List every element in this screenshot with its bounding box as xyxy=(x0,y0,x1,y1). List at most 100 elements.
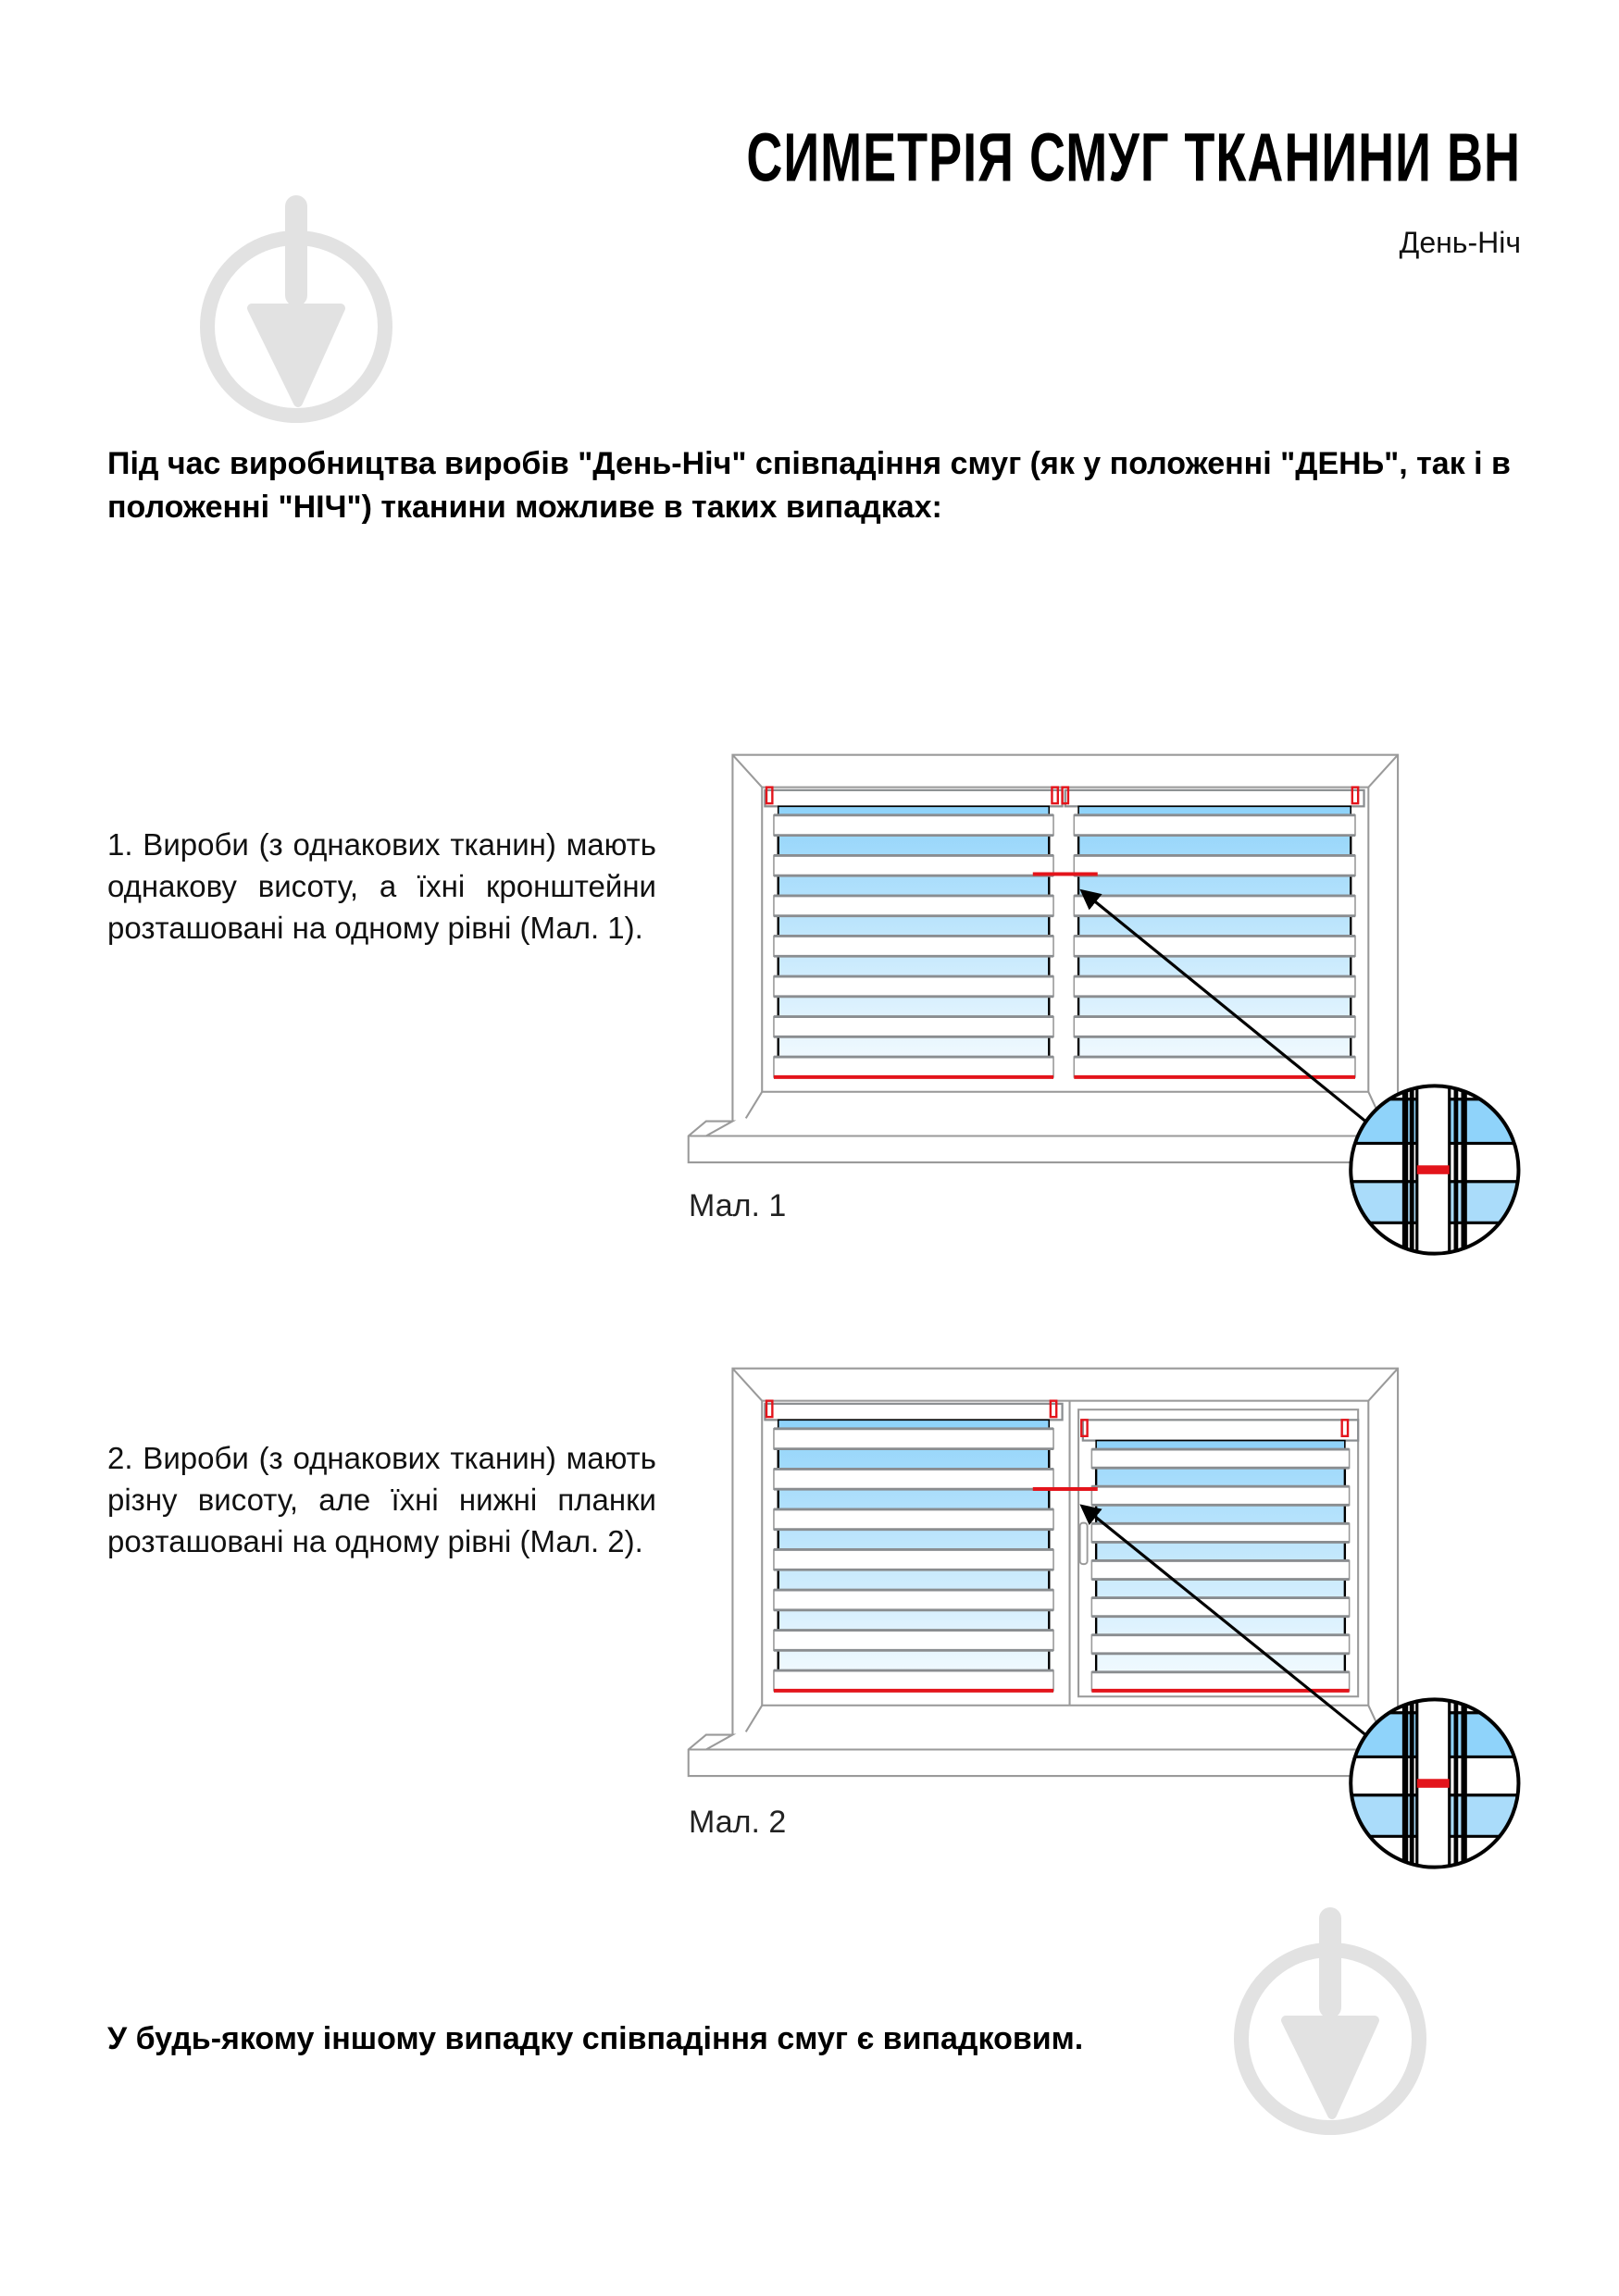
fabric-stripe-solid xyxy=(773,895,1055,917)
figure-2-caption: Мал. 2 xyxy=(689,1805,787,1840)
detail-edge xyxy=(1453,1699,1459,1868)
fabric-stripe-solid xyxy=(773,854,1055,876)
fabric-stripe-solid xyxy=(1090,1448,1351,1469)
closing-note: У будь-якому іншому випадку співпадіння … xyxy=(107,2021,1084,2056)
fabric-stripe-sheer xyxy=(778,1489,1050,1509)
fabric-stripe-sheer xyxy=(778,915,1050,937)
headrail xyxy=(764,788,1065,808)
zoom-detail-circle xyxy=(1347,1086,1524,1265)
detail-edge xyxy=(1461,1699,1468,1868)
fabric-stripe-sheer xyxy=(1078,835,1351,856)
fabric-stripe-sheer xyxy=(778,1529,1050,1550)
fabric-stripe-solid xyxy=(773,1468,1055,1490)
bracket xyxy=(1050,1399,1058,1419)
right-sash xyxy=(1077,1409,1360,1698)
figure-1-window-diagram xyxy=(688,753,1524,1265)
case-1-text: 1. Вироби (з однакових тканин) мають одн… xyxy=(107,827,656,945)
fabric-stripe-solid xyxy=(1090,1671,1351,1692)
fabric-stripe-solid xyxy=(1073,1056,1357,1078)
fabric-stripe-solid xyxy=(773,935,1055,958)
detail-edge xyxy=(1461,1086,1468,1254)
fabric-stripe-solid xyxy=(773,1015,1055,1038)
fabric-stripe-solid xyxy=(773,1589,1055,1611)
fabric-stripe-sheer xyxy=(1078,1036,1351,1058)
fabric-stripe-sheer xyxy=(1078,915,1351,937)
detail-alignment-marker xyxy=(1417,1165,1451,1174)
fabric-stripe-solid xyxy=(1073,854,1357,876)
fabric-stripe-sheer xyxy=(1078,996,1351,1017)
fabric-stripe-solid xyxy=(773,1508,1055,1531)
fabric-stripe-solid xyxy=(1090,1559,1351,1581)
window-sill xyxy=(688,1120,1392,1164)
frame-corner xyxy=(745,1705,764,1732)
frame-corner xyxy=(732,1367,764,1402)
fabric-stripe-solid xyxy=(773,1056,1055,1078)
window-sill xyxy=(688,1733,1392,1778)
bracket xyxy=(766,1399,774,1419)
bracket xyxy=(1051,786,1060,805)
bracket xyxy=(766,786,774,805)
page-subtitle: День-Ніч xyxy=(1399,226,1521,259)
frame-corner xyxy=(1367,1367,1400,1402)
detail-edge xyxy=(1410,1086,1414,1254)
fabric-stripe-sheer xyxy=(778,1570,1050,1591)
fabric-stripe-sheer xyxy=(778,835,1050,856)
arrow-pointer-icon xyxy=(1079,1504,1367,1736)
headrail xyxy=(764,1402,1065,1421)
fabric-stripe-solid xyxy=(1073,814,1357,837)
fabric-stripe-solid xyxy=(773,1629,1055,1652)
fabric-stripe-solid xyxy=(1090,1485,1351,1507)
fabric-stripe-solid xyxy=(773,975,1055,998)
detail-stripe xyxy=(1347,1255,1524,1265)
window-handle-icon xyxy=(1079,1521,1089,1566)
fabric-stripe-solid xyxy=(773,1669,1055,1692)
zoom-circle-border xyxy=(1349,1697,1521,1869)
bracket xyxy=(1340,1419,1350,1438)
fabric-stripe-solid xyxy=(1073,1015,1357,1038)
fabric-stripe-sheer xyxy=(778,1036,1050,1058)
figure-1-caption: Мал. 1 xyxy=(689,1188,787,1223)
fabric-stripe-sheer xyxy=(1096,1616,1346,1635)
arrow-pointer-icon xyxy=(1079,888,1367,1123)
frame-corner xyxy=(1367,753,1400,788)
window-frame-outer xyxy=(731,1367,1400,1740)
fabric-stripe-solid xyxy=(773,1428,1055,1450)
page-title: СИМЕТРІЯ СМУГ ТКАНИНИ ВН xyxy=(746,119,1521,197)
fabric-stripe-sheer xyxy=(1096,1468,1346,1487)
fabric-stripe-solid xyxy=(1073,935,1357,958)
fabric-stripe-sheer xyxy=(1096,1542,1346,1561)
fabric-stripe-sheer xyxy=(778,1448,1050,1470)
fabric-stripe-solid xyxy=(1090,1522,1351,1544)
frame-corner xyxy=(745,1091,764,1119)
fabric-stripe-sheer xyxy=(778,875,1050,896)
detail-edge xyxy=(1453,1086,1459,1254)
fabric-stripe-solid xyxy=(1073,975,1357,998)
zoom-detail-circle xyxy=(1351,1699,1519,1868)
bracket xyxy=(1351,786,1360,805)
fabric-stripe-sheer xyxy=(778,956,1050,977)
fabric-stripe-solid xyxy=(1073,895,1357,917)
headrail xyxy=(1065,788,1366,808)
watermark-logo-icon xyxy=(200,195,392,423)
frame-corner xyxy=(732,753,764,788)
zoom-circle-border xyxy=(1349,1084,1521,1256)
fabric-stripe-sheer xyxy=(778,1609,1050,1631)
window-frame-outer xyxy=(731,753,1400,1126)
fabric-stripe-solid xyxy=(1090,1596,1351,1618)
bracket xyxy=(1061,786,1070,805)
fabric-stripe-sheer xyxy=(778,996,1050,1017)
detail-edge xyxy=(1402,1086,1409,1254)
fabric-stripe-sheer xyxy=(1096,1653,1346,1672)
case-2-text: 2. Вироби (з однакових тканин) мають різ… xyxy=(107,1441,656,1558)
fabric-stripe-solid xyxy=(773,814,1055,837)
fabric-stripe-sheer xyxy=(1096,1579,1346,1598)
detail-edge xyxy=(1402,1699,1409,1868)
window-frame-inner xyxy=(761,1399,1370,1706)
fabric-stripe-sheer xyxy=(1096,1505,1346,1524)
fabric-stripe-solid xyxy=(1090,1633,1351,1655)
intro-text: Під час виробництва виробів "День-Ніч" с… xyxy=(107,446,1511,525)
detail-alignment-marker xyxy=(1417,1779,1451,1788)
detail-edge xyxy=(1410,1699,1414,1868)
headrail xyxy=(1082,1419,1360,1442)
fabric-stripe-sheer xyxy=(778,1650,1050,1671)
